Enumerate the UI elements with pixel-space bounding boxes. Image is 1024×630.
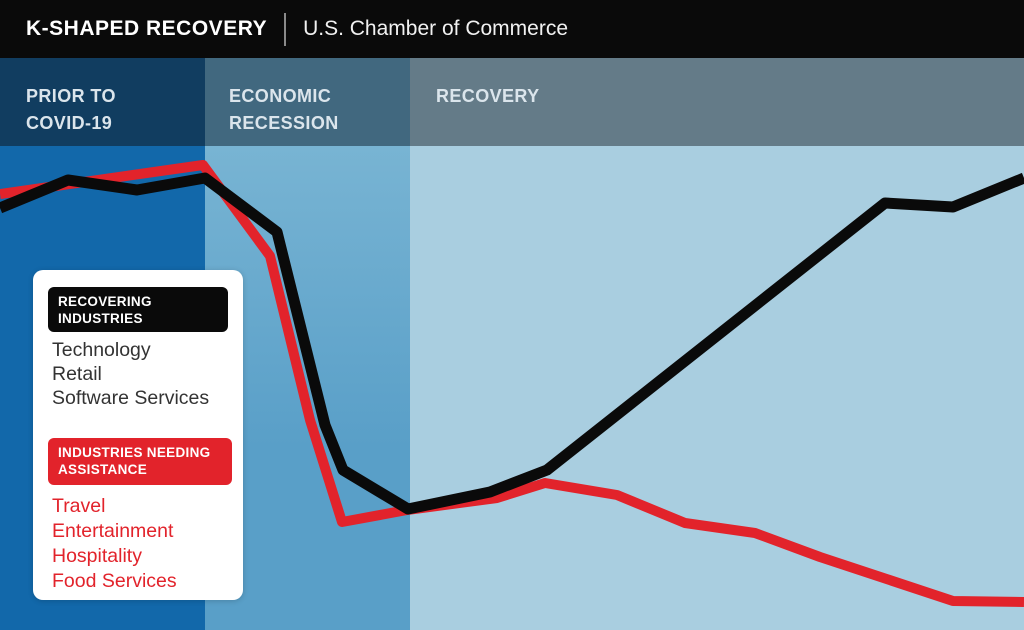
org-name: U.S. Chamber of Commerce (303, 17, 569, 40)
phase-header-recovery: RECOVERY (410, 58, 1024, 146)
phase-label-line: ECONOMIC (229, 86, 332, 106)
phase-label-line: RECESSION (229, 113, 339, 133)
legend-item: Entertainment (52, 520, 174, 542)
badge-label-line: ASSISTANCE (58, 462, 148, 477)
phase-label-line: PRIOR TO (26, 86, 116, 106)
phase-label-line: RECOVERY (436, 86, 540, 106)
legend-item: Retail (52, 363, 102, 385)
phase-header-band: PRIOR TO COVID-19 ECONOMIC RECESSION REC… (0, 58, 1024, 146)
legend-card: RECOVERING INDUSTRIES Technology Retail … (33, 270, 243, 600)
badge-label-line: INDUSTRIES (58, 311, 143, 326)
legend-item: Food Services (52, 570, 177, 592)
page-title: K-SHAPED RECOVERY (26, 17, 268, 40)
legend-item: Travel (52, 495, 106, 517)
title-divider (284, 12, 287, 46)
recovering-industries-badge: RECOVERING INDUSTRIES (48, 287, 228, 332)
industries-needing-assistance-list: Travel Entertainment Hospitality Food Se… (52, 494, 177, 594)
industries-needing-assistance-badge: INDUSTRIES NEEDING ASSISTANCE (48, 438, 232, 485)
chart-panel-recovery (410, 146, 1024, 630)
legend-item: Hospitality (52, 545, 142, 567)
recovering-industries-list: Technology Retail Software Services (52, 338, 209, 410)
top-bar: K-SHAPED RECOVERY U.S. Chamber of Commer… (0, 0, 1024, 58)
badge-label-line: INDUSTRIES NEEDING (58, 445, 211, 460)
phase-header-prior-covid: PRIOR TO COVID-19 (0, 58, 205, 146)
phase-label-line: COVID-19 (26, 113, 113, 133)
badge-label-line: RECOVERING (58, 294, 152, 309)
legend-item: Software Services (52, 387, 210, 409)
phase-header-economic-recession: ECONOMIC RECESSION (205, 58, 410, 146)
legend-item: Technology (52, 339, 151, 361)
